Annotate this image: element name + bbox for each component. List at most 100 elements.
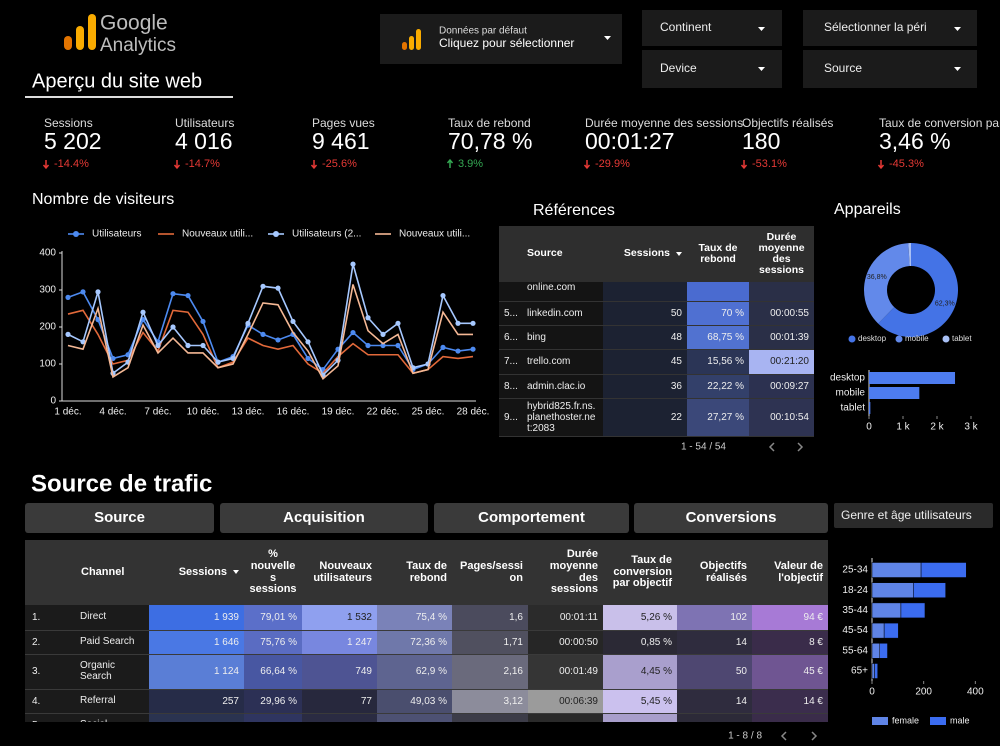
cell: linkedin.com xyxy=(520,301,603,326)
next-page[interactable] xyxy=(797,442,804,452)
cell: 72,36 % xyxy=(377,630,452,655)
cell: 00:01:49 xyxy=(528,654,603,690)
filter-box[interactable] xyxy=(803,50,977,88)
kpi-label: Taux de rebond xyxy=(448,116,531,130)
point xyxy=(245,320,251,326)
legend-label: desktop xyxy=(858,334,887,343)
trend-arrow xyxy=(310,160,318,170)
filter-label[interactable]: Device xyxy=(660,61,697,75)
y-tick-label: tablet xyxy=(841,403,866,414)
filter[interactable]: Device xyxy=(642,50,782,88)
row: 8... admin.clac.io 36 22,22 % 00:09:27 xyxy=(499,374,814,399)
filter-box[interactable] xyxy=(642,50,782,88)
cell: 00:01:11 xyxy=(528,605,603,631)
point xyxy=(185,292,191,299)
x-tick-label: 10 déc. xyxy=(187,407,220,418)
cell: 2,16 xyxy=(452,654,528,690)
y-tick-label: 400 xyxy=(39,248,56,259)
kpi-change: -14.4% xyxy=(54,158,89,170)
pagination: 1 - 54 / 54 xyxy=(681,442,726,453)
bar-segment xyxy=(871,622,885,639)
trend-arrow xyxy=(877,160,885,170)
cell: 22,22 % xyxy=(687,374,749,399)
cell: 00:09:27 xyxy=(749,374,814,399)
row: 7... trello.com 45 15,56 % 00:21:20 xyxy=(499,349,814,375)
filter[interactable]: Continent xyxy=(642,10,782,46)
filter[interactable]: Source xyxy=(803,50,977,88)
legend-label: Utilisateurs (2... xyxy=(292,229,361,240)
cell xyxy=(149,713,244,722)
filter-box[interactable] xyxy=(803,10,977,46)
filter-label[interactable]: Continent xyxy=(660,20,712,34)
dropdown-arrow xyxy=(758,27,765,31)
series-line xyxy=(67,284,473,381)
row: 2. Paid Search 1 646 75,76 % 1 247 72,36 % 1,7… xyxy=(25,630,828,655)
cell: 14 xyxy=(677,689,752,714)
cell: 75,76 % xyxy=(244,630,302,655)
y-tick-label: 65+ xyxy=(851,666,868,677)
cell: 79,01 % xyxy=(244,605,302,631)
point xyxy=(65,331,71,337)
cell: 1. xyxy=(25,605,75,631)
prev-page[interactable] xyxy=(768,442,775,452)
cell xyxy=(244,713,302,722)
legend-label: Nouveaux utili... xyxy=(182,229,253,240)
filter-box[interactable] xyxy=(642,10,782,46)
clip: Sélectionner la péri xyxy=(824,20,927,34)
legend-label: tablet xyxy=(952,334,972,343)
cell: 5,26 % xyxy=(603,605,677,631)
point xyxy=(290,318,296,325)
row: 1. Direct 1 939 79,01 % 1 532 75,4 % 1,6 00:01:… xyxy=(25,605,828,631)
point xyxy=(440,344,446,350)
group-label: Comportement xyxy=(478,509,585,526)
header-cell[interactable]: Sessions xyxy=(149,540,244,605)
group-header xyxy=(25,503,214,533)
cell: 62,9 % xyxy=(377,654,452,690)
kpi-value: 9 461 xyxy=(312,128,370,154)
filter-label[interactable]: Sélectionner la péri xyxy=(824,20,927,34)
selector-action[interactable]: Cliquez pour sélectionner xyxy=(439,36,574,50)
traffic-table: Channel Sessions% nouvelles sessions Nouve… xyxy=(25,540,828,722)
cell: 50 xyxy=(677,654,752,690)
point xyxy=(275,337,281,343)
point xyxy=(215,359,221,365)
cell: 0,85 % xyxy=(603,630,677,655)
cell: 3,12 xyxy=(452,689,528,714)
header-cell[interactable]: Sessions xyxy=(603,226,687,282)
bar-segment xyxy=(900,602,926,619)
prev-page[interactable] xyxy=(780,731,787,741)
point xyxy=(260,331,266,337)
cell: 3. xyxy=(25,654,75,690)
kpi-change: 3.9% xyxy=(458,158,483,170)
cell: 70 % xyxy=(687,301,749,326)
legend-dot xyxy=(895,335,903,343)
dropdown-arrow xyxy=(954,27,961,31)
cell: 48 xyxy=(603,325,687,350)
next-page[interactable] xyxy=(811,731,818,741)
cell: 27,27 % xyxy=(687,398,749,437)
filter[interactable]: Sélectionner la péri xyxy=(803,10,977,46)
kpi-value: 3,46 % xyxy=(879,128,951,154)
referrals-table: Source Sessions Taux de rebond Durée moyenn… xyxy=(499,226,814,437)
bar xyxy=(869,372,956,384)
point xyxy=(65,294,71,300)
cell: 00:00:50 xyxy=(528,630,603,655)
point xyxy=(350,329,356,336)
kpi-change: -29.9% xyxy=(595,158,630,170)
row: 6... bing 48 68,75 % 00:01:39 xyxy=(499,325,814,350)
row: 9... hybrid825.fr.ns.planethoster.net:208… xyxy=(499,398,814,437)
cell: 22 xyxy=(603,398,687,437)
kpi-label: Pages vues xyxy=(312,116,375,130)
point xyxy=(155,342,161,349)
bar xyxy=(869,402,871,414)
filter-label[interactable]: Source xyxy=(824,61,862,75)
selector-label: Données par défaut xyxy=(439,26,527,37)
data-source-selector[interactable]: Données par défaut Cliquez pour sélectio… xyxy=(380,14,622,64)
kpi-label: Taux de conversion par xyxy=(879,116,1000,130)
cell: 1 247 xyxy=(302,630,377,655)
x-tick-label: 1 déc. xyxy=(54,407,81,418)
table: Source Sessions Taux de rebond Durée moyenn… xyxy=(499,226,814,437)
cell: Organic Search xyxy=(75,654,149,690)
header-cell: Valeur de l'objectif xyxy=(752,540,828,605)
